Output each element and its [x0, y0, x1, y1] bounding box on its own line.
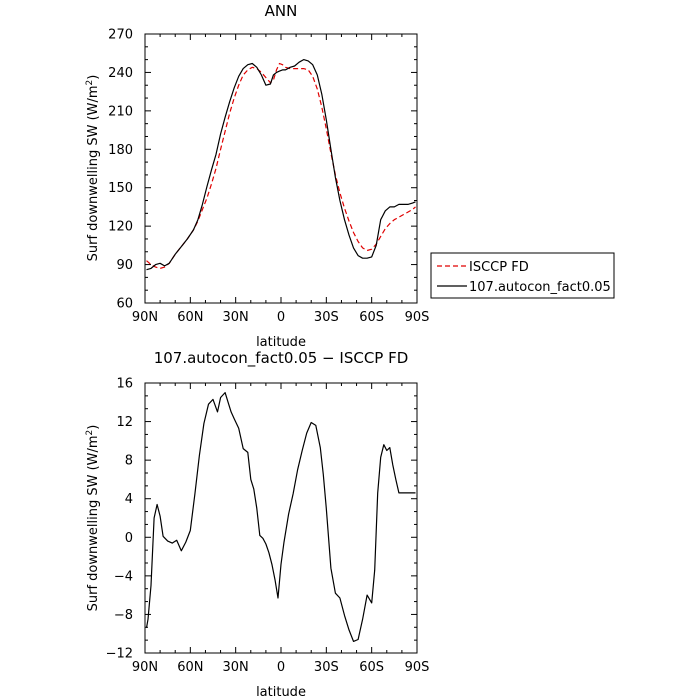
- y-tick-label: 120: [108, 220, 133, 235]
- y-tick-label: 16: [116, 377, 133, 392]
- series-line-difference: [145, 392, 416, 643]
- bottom-panel: 107.autocon_fact0.05 − ISCCP FD 90N 60N 30…: [85, 349, 429, 700]
- y-axis-title-end: ): [86, 425, 101, 430]
- y-tick-label: 150: [108, 181, 133, 196]
- y-axis-title-superscript: 2: [85, 430, 95, 436]
- series-layer: [145, 392, 416, 643]
- x-tick-label: 60N: [177, 660, 203, 675]
- y-tick-label: 0: [125, 531, 133, 546]
- tick-labels: 90N 60N 30N 0 30S 60S 90S 60 90 120 150 180 210 240 27…: [108, 28, 429, 326]
- legend-label-isccp: ISCCP FD: [469, 260, 529, 275]
- y-tick-label: 210: [108, 104, 133, 119]
- x-tick-label: 90N: [132, 660, 158, 675]
- y-axis-title-main: Surf downwelling SW (W/m: [86, 435, 101, 611]
- y-tick-label: 240: [108, 66, 133, 81]
- y-tick-label: 4: [125, 492, 133, 507]
- x-tick-label: 60S: [359, 660, 384, 675]
- y-tick-label: −12: [106, 647, 133, 662]
- tick-labels: 90N 60N 30N 0 30S 60S 90S −12 −8 −4 0 4 8 12 16: [106, 377, 430, 676]
- chart-title: ANN: [265, 2, 298, 20]
- x-tick-label: 0: [277, 660, 285, 675]
- x-tick-label: 60S: [359, 310, 384, 325]
- x-tick-label: 90S: [405, 310, 430, 325]
- top-panel: ANN 90N 60N 30N 0 30S 60S 90S 60 90 120 150 180 210 2…: [85, 2, 615, 350]
- y-tick-label: 90: [116, 258, 133, 273]
- tick-marks: [144, 382, 418, 654]
- x-tick-label: 90N: [132, 310, 158, 325]
- x-tick-label: 90S: [405, 660, 430, 675]
- x-tick-label: 0: [277, 310, 285, 325]
- y-axis-title: Surf downwelling SW (W/m2): [85, 425, 101, 612]
- y-tick-label: 12: [116, 415, 133, 430]
- y-tick-label: 60: [116, 297, 133, 312]
- legend: ISCCP FD 107.autocon_fact0.05: [430, 252, 615, 299]
- y-tick-label: 270: [108, 28, 133, 43]
- x-tick-label: 30N: [223, 660, 249, 675]
- x-axis-title: latitude: [256, 335, 306, 350]
- series-line-isccp-fd: [146, 62, 416, 269]
- x-tick-label: 30N: [223, 310, 249, 325]
- y-tick-label: −8: [114, 608, 133, 623]
- x-tick-label: 60N: [177, 310, 203, 325]
- plot-frame: [144, 33, 418, 304]
- y-tick-label: 8: [125, 454, 133, 469]
- y-axis-title-end: ): [86, 75, 101, 80]
- series-line-107-autocon-fact0-05: [146, 58, 416, 271]
- y-axis-title-main: Surf downwelling SW (W/m: [86, 85, 101, 261]
- legend-label-model: 107.autocon_fact0.05: [469, 280, 611, 295]
- x-tick-label: 30S: [314, 660, 339, 675]
- y-tick-label: 180: [108, 143, 133, 158]
- legend-box: [430, 252, 615, 299]
- tick-marks: [144, 33, 418, 304]
- y-axis-title: Surf downwelling SW (W/m2): [85, 75, 101, 262]
- y-tick-label: −4: [114, 569, 133, 584]
- series-layer: [146, 58, 416, 271]
- y-axis-title-superscript: 2: [85, 80, 95, 86]
- x-axis-title: latitude: [256, 685, 306, 700]
- chart-title: 107.autocon_fact0.05 − ISCCP FD: [154, 349, 409, 368]
- x-tick-label: 30S: [314, 310, 339, 325]
